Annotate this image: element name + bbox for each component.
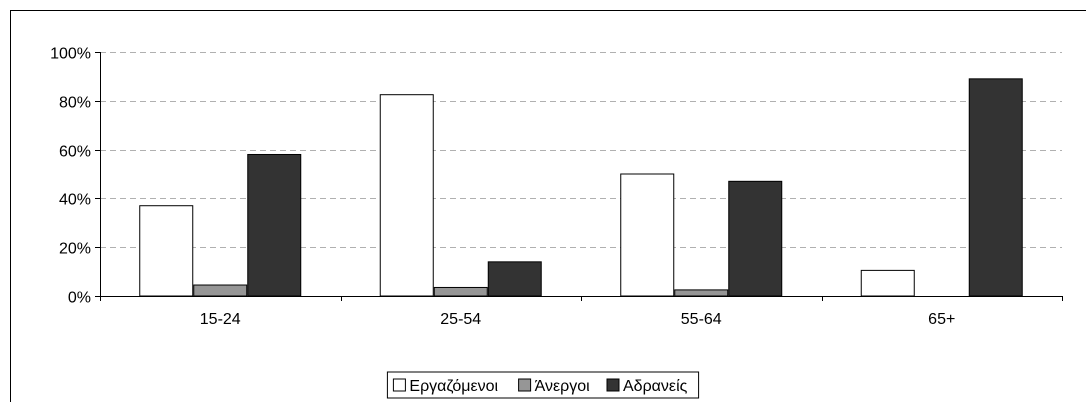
bar-1-55-64 [620,173,675,297]
x-tick-label: 65+ [928,311,955,328]
legend-label-3: Αδρανείς [623,378,688,395]
legend-swatch-2 [518,378,532,392]
y-tick-label: 40% [59,192,91,209]
x-tick-label: 25-54 [440,311,481,328]
y-tick-label: 100% [50,46,91,63]
bar-3-25-54 [487,261,542,297]
y-tick-label: 20% [59,241,91,258]
legend-swatch-1 [392,378,406,392]
bar-3-15-24 [247,153,302,297]
bar-3-65+ [968,78,1023,297]
legend-label-1: Εργαζόμενοι [409,378,498,395]
bar-2-15-24 [193,284,248,297]
y-tick-label: 0% [68,290,91,307]
legend-label-2: Άνεργοι [535,378,591,395]
y-tick-label: 60% [59,144,91,161]
chart-frame [10,10,1086,402]
bar-1-15-24 [139,205,194,297]
y-tick-label: 80% [59,95,91,112]
bar-2-25-54 [433,286,488,297]
legend-box [386,371,700,399]
bar-1-25-54 [379,94,434,297]
bar-2-55-64 [674,289,729,297]
x-tick-label: 15-24 [200,311,241,328]
legend-swatch-3 [606,378,620,392]
bar-1-65+ [860,269,915,297]
x-tick-label: 55-64 [681,311,722,328]
bar-3-55-64 [728,180,783,297]
